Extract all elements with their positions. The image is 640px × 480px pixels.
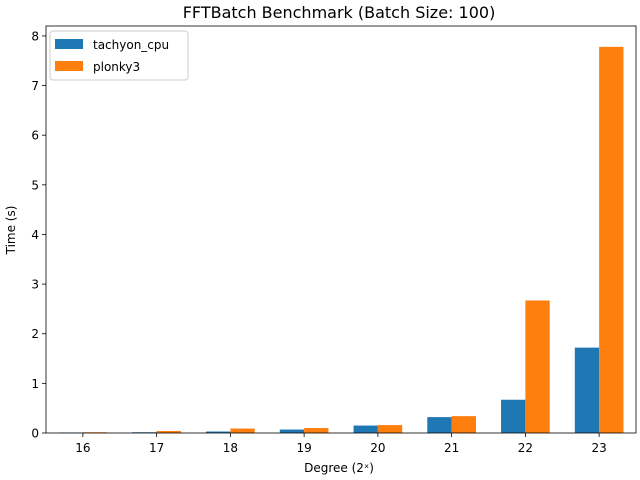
y-tick-label-8: 8 — [31, 29, 39, 43]
bar-tachyon-cpu-20 — [353, 425, 378, 433]
bar-tachyon-cpu-18 — [206, 431, 231, 433]
legend-swatch-plonky3 — [55, 61, 83, 71]
bar-plonky3-20 — [377, 425, 403, 433]
y-axis-label: Time (s) — [4, 206, 18, 256]
legend-swatch-tachyon-cpu — [55, 39, 83, 49]
x-tick-label-23: 23 — [591, 441, 606, 455]
x-axis-label: Degree (2ˣ) — [304, 461, 374, 475]
y-tick-label-1: 1 — [31, 377, 39, 391]
legend-label-plonky3: plonky3 — [93, 60, 140, 74]
x-tick-label-18: 18 — [223, 441, 238, 455]
y-tick-label-2: 2 — [31, 327, 39, 341]
legend-label-tachyon-cpu: tachyon_cpu — [93, 38, 169, 52]
legend-box — [49, 30, 189, 81]
bar-tachyon-cpu-21 — [427, 417, 452, 433]
bar-plonky3-21 — [451, 416, 476, 433]
y-tick-label-6: 6 — [31, 129, 39, 143]
bar-plonky3-19 — [304, 428, 329, 433]
x-tick-label-21: 21 — [444, 441, 459, 455]
x-tick-label-17: 17 — [149, 441, 164, 455]
y-tick-label-4: 4 — [31, 228, 39, 242]
bar-plonky3-23 — [599, 46, 624, 433]
bar-tachyon-cpu-22 — [501, 399, 526, 433]
y-tick-label-7: 7 — [31, 79, 39, 93]
chart-title: FFTBatch Benchmark (Batch Size: 100) — [183, 3, 496, 22]
y-tick-label-5: 5 — [31, 178, 39, 192]
bar-plonky3-17 — [156, 431, 181, 433]
x-tick-label-19: 19 — [296, 441, 311, 455]
y-tick-label-3: 3 — [31, 278, 39, 292]
legend: tachyon_cpu plonky3 — [49, 30, 189, 81]
x-tick-label-16: 16 — [75, 441, 90, 455]
y-tick-label-0: 0 — [31, 427, 39, 441]
bar-plonky3-22 — [525, 300, 550, 433]
plot-frame — [45, 25, 637, 434]
x-tick-label-22: 22 — [518, 441, 533, 455]
bar-plonky3-18 — [230, 428, 255, 433]
x-tick-label-20: 20 — [370, 441, 385, 455]
bar-tachyon-cpu-19 — [279, 429, 305, 433]
bar-tachyon-cpu-23 — [574, 347, 600, 433]
